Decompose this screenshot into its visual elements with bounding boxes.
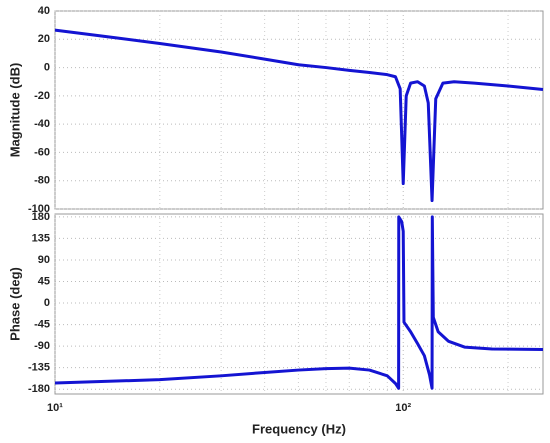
plot-area	[54, 10, 544, 210]
y-axis-label: Phase (deg)	[7, 267, 22, 341]
plot-area	[54, 213, 544, 395]
line-series	[54, 215, 544, 390]
x-axis-label: Frequency (Hz)	[252, 421, 346, 436]
y-tick-label: -45	[34, 318, 50, 330]
y-tick-label: 90	[38, 254, 50, 266]
x-tick-label: 10²	[395, 402, 411, 414]
y-tick-label: -180	[28, 383, 50, 395]
y-tick-label: -90	[34, 340, 50, 352]
y-tick-label: -40	[34, 118, 50, 130]
x-tick-label: 10¹	[47, 402, 63, 414]
y-tick-label: 0	[44, 297, 50, 309]
y-tick-label: 0	[44, 61, 50, 73]
y-tick-label: -135	[28, 362, 50, 374]
y-tick-label: -100	[28, 203, 50, 215]
y-tick-label: 45	[38, 275, 50, 287]
line-series	[54, 28, 544, 203]
y-tick-label: 40	[38, 5, 50, 17]
y-tick-label: -60	[34, 146, 50, 158]
y-tick-label: -80	[34, 175, 50, 187]
y-tick-label: 180	[32, 211, 50, 223]
y-tick-label: 20	[38, 33, 50, 45]
y-tick-label: -20	[34, 90, 50, 102]
y-tick-label: 135	[32, 232, 50, 244]
y-axis-label: Magnitude (dB)	[7, 63, 22, 158]
